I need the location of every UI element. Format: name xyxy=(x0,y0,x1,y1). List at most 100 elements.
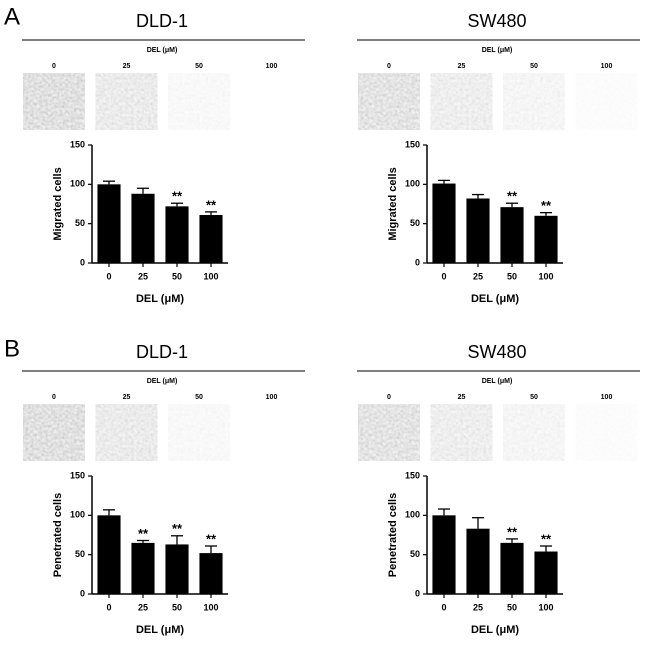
y-tick-label: 0 xyxy=(415,257,420,267)
chart-title: DLD-1 xyxy=(136,342,188,362)
image-label: 25 xyxy=(123,63,131,70)
micrograph-tone xyxy=(168,73,230,130)
significance: ** xyxy=(172,189,183,204)
significance: ** xyxy=(206,531,217,546)
bar xyxy=(500,542,524,594)
panel-label: B xyxy=(4,335,20,362)
y-tick-label: 50 xyxy=(410,549,420,559)
x-tick-label: 100 xyxy=(203,271,218,281)
significance: ** xyxy=(206,197,217,212)
bar xyxy=(165,544,189,594)
y-tick-label: 0 xyxy=(415,588,420,598)
bar xyxy=(97,184,121,263)
bar xyxy=(432,183,456,263)
image-label: 50 xyxy=(530,394,538,401)
bar xyxy=(466,528,490,594)
significance: ** xyxy=(541,198,552,213)
chart: SW480 DEL (μM) 0 25 50 100 0 50 100 150 Migrated c… xyxy=(357,11,640,305)
micrograph-tone xyxy=(430,73,493,130)
y-axis-label: Migrated cells xyxy=(52,167,64,240)
micrograph-tone xyxy=(503,404,565,461)
x-tick-label: 25 xyxy=(473,271,483,281)
image-label: 0 xyxy=(52,63,56,70)
bar xyxy=(466,198,490,263)
x-tick-label: 100 xyxy=(203,602,218,612)
x-tick-label: 50 xyxy=(172,602,182,612)
image-label: 0 xyxy=(52,394,56,401)
x-axis-label: DEL (μM) xyxy=(471,293,519,305)
y-axis-label: Penetrated cells xyxy=(52,493,64,577)
image-header: DEL (μM) xyxy=(147,378,178,385)
x-tick-label: 25 xyxy=(138,602,148,612)
micrograph-tone xyxy=(358,73,420,130)
micrograph-tone xyxy=(240,73,303,130)
bar xyxy=(97,515,121,594)
y-tick-label: 100 xyxy=(70,510,85,520)
micrograph-tone xyxy=(95,73,158,130)
chart-title: SW480 xyxy=(467,342,526,362)
micrograph-tone xyxy=(430,404,493,461)
x-tick-label: 0 xyxy=(106,602,111,612)
chart-title: DLD-1 xyxy=(136,11,188,31)
image-label: 25 xyxy=(123,394,131,401)
x-axis-label: DEL (μM) xyxy=(136,624,184,636)
significance: ** xyxy=(507,189,518,204)
x-tick-label: 100 xyxy=(538,602,553,612)
micrograph-tone xyxy=(503,73,565,130)
micrograph-tone xyxy=(240,404,303,461)
x-axis-label: DEL (μM) xyxy=(471,624,519,636)
x-axis-label: DEL (μM) xyxy=(136,293,184,305)
image-header: DEL (μM) xyxy=(482,47,513,54)
image-label: 25 xyxy=(458,394,466,401)
y-tick-label: 50 xyxy=(75,218,85,228)
bar xyxy=(199,553,223,594)
y-tick-label: 50 xyxy=(410,218,420,228)
chart: DLD-1 DEL (μM) 0 25 50 100 0 50 100 150 Penetrated… xyxy=(22,342,305,636)
image-header: DEL (μM) xyxy=(147,47,178,54)
chart: SW480 DEL (μM) 0 25 50 100 0 50 100 150 Penetrated… xyxy=(357,342,640,636)
bar xyxy=(131,542,155,594)
bar xyxy=(199,215,223,263)
micrograph-tone xyxy=(168,404,230,461)
image-label: 50 xyxy=(195,63,203,70)
significance: ** xyxy=(507,524,518,539)
image-label: 25 xyxy=(458,63,466,70)
significance: ** xyxy=(172,521,183,536)
y-axis-label: Migrated cells xyxy=(387,167,399,240)
bar xyxy=(500,207,524,263)
image-label: 100 xyxy=(601,63,613,70)
image-label: 0 xyxy=(387,63,391,70)
x-tick-label: 50 xyxy=(507,602,517,612)
image-header: DEL (μM) xyxy=(482,378,513,385)
y-tick-label: 100 xyxy=(405,179,420,189)
x-tick-label: 50 xyxy=(507,271,517,281)
bar xyxy=(534,551,558,594)
x-tick-label: 0 xyxy=(441,271,446,281)
x-tick-label: 25 xyxy=(473,602,483,612)
micrograph-tone xyxy=(23,404,85,461)
x-tick-label: 100 xyxy=(538,271,553,281)
panel-label: A xyxy=(4,3,20,30)
y-axis-label: Penetrated cells xyxy=(387,493,399,577)
micrograph-tone xyxy=(23,73,85,130)
y-tick-label: 0 xyxy=(80,588,85,598)
significance: ** xyxy=(541,531,552,546)
bar xyxy=(165,206,189,263)
y-tick-label: 150 xyxy=(405,470,420,480)
y-tick-label: 100 xyxy=(405,510,420,520)
x-tick-label: 50 xyxy=(172,271,182,281)
bar xyxy=(534,215,558,263)
image-label: 100 xyxy=(601,394,613,401)
significance: ** xyxy=(138,526,149,541)
y-tick-label: 50 xyxy=(75,549,85,559)
x-tick-label: 0 xyxy=(106,271,111,281)
y-tick-label: 0 xyxy=(80,257,85,267)
micrograph-tone xyxy=(575,404,638,461)
image-label: 0 xyxy=(387,394,391,401)
y-tick-label: 150 xyxy=(70,139,85,149)
image-label: 100 xyxy=(266,63,278,70)
micrograph-tone xyxy=(95,404,158,461)
x-tick-label: 25 xyxy=(138,271,148,281)
